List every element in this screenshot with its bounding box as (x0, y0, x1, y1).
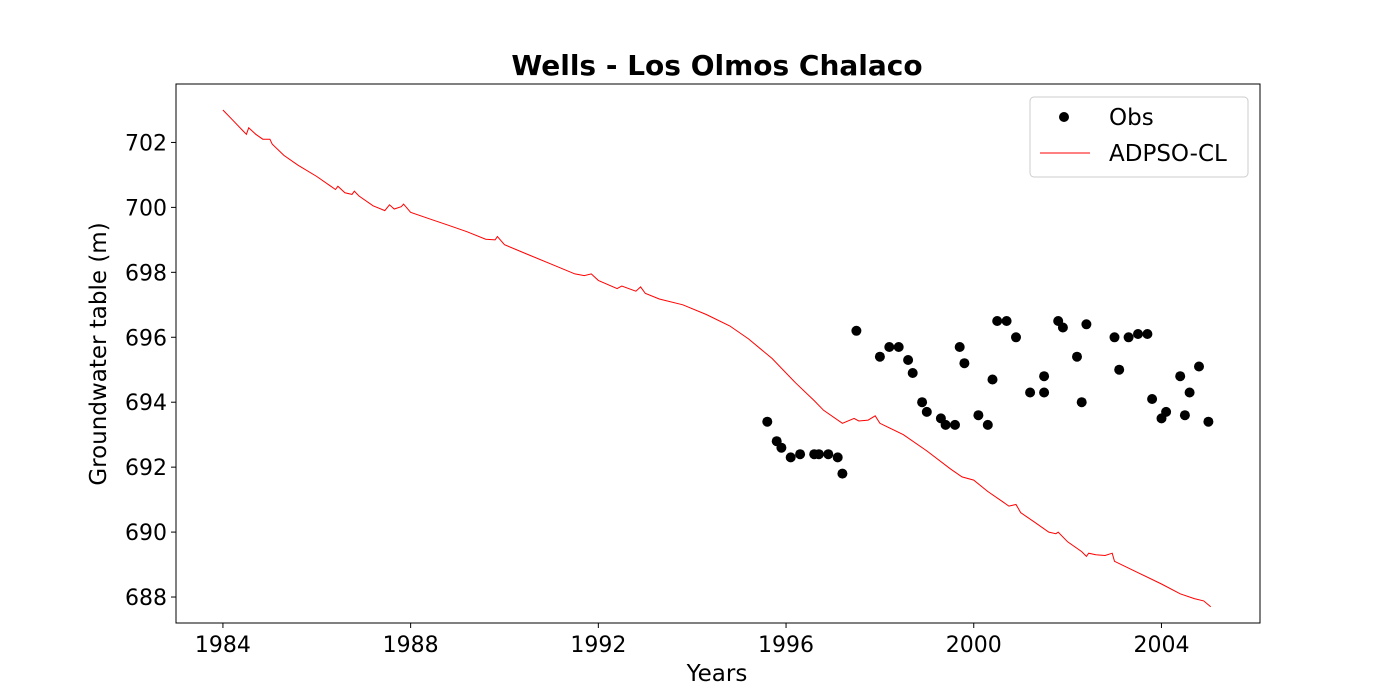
obs-point (959, 358, 970, 369)
x-axis-label: Years (686, 661, 748, 687)
obs-point (762, 416, 773, 427)
obs-point (982, 419, 993, 430)
series-layer (222, 109, 1214, 608)
obs-point (1184, 387, 1195, 398)
legend-label-obs: Obs (1109, 105, 1154, 131)
obs-point (1011, 332, 1021, 343)
obs-point (1179, 410, 1190, 421)
y-tick-label: 700 (125, 196, 167, 221)
legend-box (1029, 96, 1249, 178)
y-tick-label: 696 (125, 326, 167, 351)
x-tick-label: 1992 (570, 633, 626, 658)
legend-marker-obs (1059, 112, 1069, 122)
obs-point (1039, 371, 1050, 382)
obs-point (1109, 332, 1120, 343)
y-tick-label: 692 (125, 456, 167, 481)
obs-point (1203, 416, 1214, 427)
obs-point (1133, 329, 1143, 339)
x-axis: 1984 1988 1992 1996 2000 2004 (195, 623, 1189, 658)
obs-point (1081, 319, 1092, 330)
y-axis-label: Groundwater table (m) (86, 222, 112, 485)
legend-label-adpso-cl: ADPSO-CL (1109, 141, 1227, 167)
obs-point (1076, 397, 1087, 408)
obs-point (992, 316, 1003, 326)
obs-point (987, 374, 998, 385)
obs-point (837, 468, 848, 479)
y-tick-label: 694 (125, 391, 167, 416)
obs-point (823, 449, 834, 460)
legend: Obs ADPSO-CL (1029, 96, 1249, 178)
y-tick-label: 702 (125, 131, 167, 156)
x-tick-label: 1996 (758, 633, 814, 658)
obs-point (1001, 316, 1012, 326)
obs-point (1142, 329, 1153, 339)
obs-point (1114, 364, 1125, 375)
y-tick-label: 690 (125, 521, 167, 546)
obs-point (832, 452, 843, 463)
obs-point (813, 449, 824, 460)
y-tick-label: 698 (125, 261, 167, 286)
series-line-adpso-cl (222, 109, 1212, 608)
obs-point (1175, 371, 1186, 382)
obs-point (874, 351, 885, 362)
obs-point (950, 419, 960, 430)
obs-point (785, 452, 796, 463)
obs-point (1194, 361, 1204, 372)
x-tick-label: 2000 (946, 633, 1002, 658)
y-tick-label: 688 (125, 586, 167, 611)
obs-point (940, 419, 951, 430)
obs-point (917, 397, 928, 408)
x-tick-label: 2004 (1133, 633, 1189, 658)
obs-point (776, 442, 787, 453)
obs-point (921, 406, 932, 417)
y-axis: 688 690 692 694 696 698 700 702 (125, 131, 176, 611)
obs-point (1057, 322, 1068, 333)
obs-point (884, 342, 895, 352)
obs-point (795, 449, 806, 460)
obs-point (851, 325, 862, 336)
x-tick-label: 1988 (383, 633, 439, 658)
obs-point (907, 368, 918, 378)
obs-point (973, 410, 984, 421)
obs-point (1072, 351, 1082, 362)
obs-point (903, 355, 914, 365)
chart-title: Wells - Los Olmos Chalaco (511, 49, 922, 82)
obs-point (1039, 387, 1050, 398)
obs-point (1123, 332, 1134, 343)
x-tick-label: 1984 (195, 633, 251, 658)
obs-point (1161, 406, 1172, 417)
obs-point (893, 342, 904, 352)
obs-point (1025, 387, 1036, 398)
obs-point (954, 342, 965, 352)
obs-point (1147, 394, 1158, 404)
